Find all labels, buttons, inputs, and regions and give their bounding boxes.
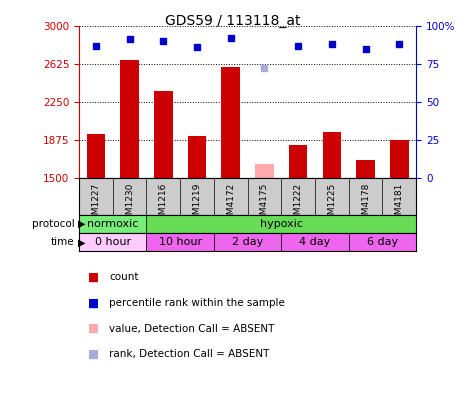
- Text: GSM4178: GSM4178: [361, 183, 370, 226]
- Bar: [146, 233, 214, 251]
- Text: GSM1227: GSM1227: [92, 183, 100, 226]
- Bar: [281, 233, 349, 251]
- Text: GSM4181: GSM4181: [395, 183, 404, 226]
- Text: normoxic: normoxic: [87, 219, 139, 229]
- Bar: [323, 132, 341, 178]
- Bar: [188, 136, 206, 178]
- Text: 4 day: 4 day: [299, 237, 331, 248]
- Text: count: count: [109, 272, 139, 282]
- Bar: [79, 233, 146, 251]
- Text: GSM1219: GSM1219: [193, 183, 201, 226]
- Text: rank, Detection Call = ABSENT: rank, Detection Call = ABSENT: [109, 349, 270, 360]
- Bar: [289, 145, 307, 178]
- Bar: [214, 233, 281, 251]
- Text: 10 hour: 10 hour: [159, 237, 202, 248]
- Text: GSM1225: GSM1225: [327, 183, 336, 226]
- Text: ▶: ▶: [78, 219, 86, 229]
- Text: protocol: protocol: [32, 219, 74, 229]
- Text: percentile rank within the sample: percentile rank within the sample: [109, 298, 285, 308]
- Text: GSM4172: GSM4172: [226, 183, 235, 226]
- Text: value, Detection Call = ABSENT: value, Detection Call = ABSENT: [109, 324, 275, 334]
- Text: time: time: [51, 237, 74, 248]
- Text: hypoxic: hypoxic: [260, 219, 303, 229]
- Text: ■: ■: [88, 271, 100, 284]
- Text: GSM1230: GSM1230: [125, 183, 134, 226]
- Bar: [146, 215, 416, 233]
- Bar: [86, 134, 105, 178]
- Bar: [255, 164, 274, 178]
- Text: ■: ■: [88, 348, 100, 361]
- Text: GSM1216: GSM1216: [159, 183, 168, 226]
- Bar: [154, 91, 173, 178]
- Bar: [79, 215, 146, 233]
- Text: GSM1222: GSM1222: [294, 183, 303, 225]
- Bar: [356, 160, 375, 178]
- Text: ■: ■: [88, 322, 100, 335]
- Text: GDS59 / 113118_at: GDS59 / 113118_at: [165, 14, 300, 28]
- Bar: [221, 67, 240, 178]
- Text: 0 hour: 0 hour: [95, 237, 131, 248]
- Text: GSM4175: GSM4175: [260, 183, 269, 226]
- Bar: [120, 60, 139, 178]
- Text: 6 day: 6 day: [367, 237, 398, 248]
- Text: ▶: ▶: [78, 237, 86, 248]
- Bar: [390, 141, 409, 178]
- Text: ■: ■: [88, 297, 100, 309]
- Text: 2 day: 2 day: [232, 237, 263, 248]
- Bar: [349, 233, 416, 251]
